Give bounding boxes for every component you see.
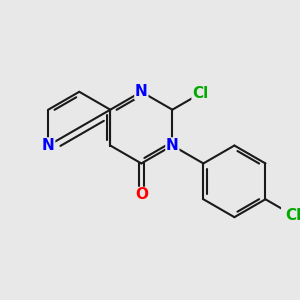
Text: N: N xyxy=(135,84,148,99)
Text: N: N xyxy=(166,138,179,153)
Text: O: O xyxy=(135,188,148,202)
Text: N: N xyxy=(42,138,55,153)
Text: Cl: Cl xyxy=(192,86,208,101)
Text: Cl: Cl xyxy=(285,208,300,223)
